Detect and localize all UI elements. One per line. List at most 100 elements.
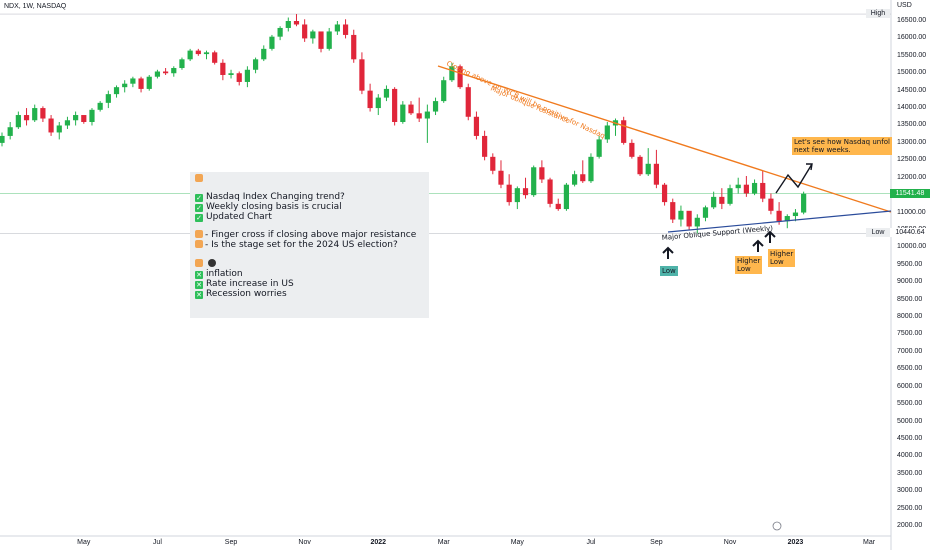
candle-body xyxy=(784,216,790,222)
note-line-2: Weekly closing basis is crucial xyxy=(206,202,342,212)
last-price-badge: 11541.48 xyxy=(890,188,930,198)
candle-body xyxy=(375,97,381,109)
callout-box: Let's see how Nasdaq unfol next few weeks… xyxy=(792,137,892,155)
candle-body xyxy=(424,111,430,119)
candle-body xyxy=(670,202,676,220)
candle-body xyxy=(326,31,332,49)
candle-body xyxy=(727,188,733,204)
candle-body xyxy=(801,193,807,213)
candle-body xyxy=(457,66,463,88)
candle-body xyxy=(359,59,365,91)
thumb-icon xyxy=(195,174,205,184)
candle-body xyxy=(146,76,152,89)
candle-body xyxy=(236,73,242,82)
support-trendline xyxy=(667,210,892,233)
y-tick-label: 6000.00 xyxy=(897,382,923,390)
candle-body xyxy=(220,62,226,75)
candle-body xyxy=(555,203,561,210)
candle-body xyxy=(449,66,455,81)
candle-body xyxy=(637,156,643,175)
candle-body xyxy=(776,210,782,222)
candle-body xyxy=(334,24,340,32)
candle-body xyxy=(719,196,725,204)
candle-body xyxy=(465,87,471,117)
candle-body xyxy=(195,50,201,55)
candle-body xyxy=(269,36,275,49)
check-icon: ✓ xyxy=(195,204,203,212)
candle-body xyxy=(48,118,54,133)
candle-body xyxy=(760,182,766,199)
candle-body xyxy=(130,78,136,84)
y-tick-label: 2500.00 xyxy=(897,504,923,512)
note-line-8: Recession worries xyxy=(206,289,287,299)
higher-low-arrow-2-icon xyxy=(764,230,776,243)
y-tick-label: 4000.00 xyxy=(897,452,923,460)
candle-body xyxy=(171,68,177,74)
candle-body xyxy=(32,108,38,121)
candle-body xyxy=(105,94,111,103)
y-tick-label: 12500.00 xyxy=(897,156,927,164)
y-tick-label: 6500.00 xyxy=(897,365,923,373)
candle-body xyxy=(367,90,373,109)
candle-body xyxy=(792,212,799,217)
check-icon: ✓ xyxy=(195,194,203,202)
low-value-badge: 10440.64 xyxy=(890,228,930,238)
y-tick-label: 11000.00 xyxy=(897,208,926,216)
y-tick-label: 12000.00 xyxy=(897,173,927,181)
candle-body xyxy=(563,184,570,210)
projection-arrow xyxy=(775,163,813,194)
candles-group xyxy=(0,14,807,234)
candle-body xyxy=(702,207,709,218)
candle-body xyxy=(588,156,594,182)
check-icon: ✓ xyxy=(195,214,203,222)
candle-body xyxy=(400,104,406,122)
candle-body xyxy=(473,116,480,136)
x-tick-label: Nov xyxy=(723,539,737,546)
candle-body xyxy=(416,113,422,119)
higher-low-tag-1: Higher Low xyxy=(735,256,763,274)
candle-body xyxy=(212,52,218,63)
candle-body xyxy=(490,156,496,171)
y-tick-label: 8500.00 xyxy=(897,295,923,303)
candle-body xyxy=(482,135,488,157)
cross-icon: ✕ xyxy=(195,291,203,299)
candle-body xyxy=(432,101,439,112)
note-line-7: Rate increase in US xyxy=(206,279,294,289)
x-tick-label: Mar xyxy=(437,539,450,546)
candle-body xyxy=(228,73,234,75)
projection-arrowhead xyxy=(806,163,813,171)
candle-body xyxy=(277,27,283,37)
note-line-5: - Is the stage set for the 2024 US elect… xyxy=(205,240,398,250)
higher-low-tag-2: Higher Low xyxy=(768,249,796,267)
x-tick-label: 2022 xyxy=(370,539,387,546)
x-tick-label: 2023 xyxy=(787,539,804,546)
x-tick-label: Sep xyxy=(224,539,238,546)
candle-body xyxy=(539,167,545,180)
y-tick-label: 3500.00 xyxy=(897,469,923,477)
candle-body xyxy=(441,80,447,102)
candle-body xyxy=(113,87,120,95)
candle-body xyxy=(252,59,259,70)
candle-body xyxy=(604,125,610,140)
candle-body xyxy=(187,50,193,60)
candle-body xyxy=(89,109,95,122)
candle-body xyxy=(40,108,46,119)
candle-body xyxy=(7,127,13,136)
candle-body xyxy=(678,210,684,220)
low-badge: Low xyxy=(866,228,890,238)
y-tick-label: 16000.00 xyxy=(897,34,927,42)
note-line-4: - Finger cross if closing above major re… xyxy=(205,230,417,240)
candle-body xyxy=(0,135,5,143)
candle-body xyxy=(694,217,700,227)
resistance-trendline xyxy=(437,65,892,213)
y-tick-label: 7500.00 xyxy=(897,330,923,338)
high-badge: High xyxy=(866,9,890,19)
candle-body xyxy=(751,182,758,194)
candle-body xyxy=(293,21,300,25)
candle-body xyxy=(351,34,357,60)
bomb-icon xyxy=(207,259,216,267)
y-tick-label: 14500.00 xyxy=(897,86,927,94)
y-tick-label: 5500.00 xyxy=(897,400,923,408)
y-tick-label: 13000.00 xyxy=(897,138,927,146)
stop-icon xyxy=(195,259,203,267)
